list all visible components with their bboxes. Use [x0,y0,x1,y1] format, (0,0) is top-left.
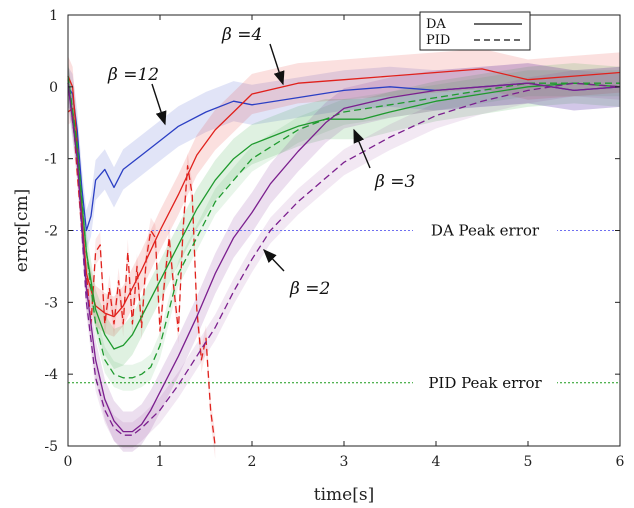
band-beta-3-da [68,59,620,370]
y-tick-label: 1 [49,8,58,24]
ref-label-pid: PID Peak error [428,374,542,392]
y-tick-label: -3 [44,295,58,311]
y-tick-label: -5 [44,439,58,455]
series-lines [67,68,621,447]
y-tick-label: -1 [44,152,58,168]
y-axis-label: error[cm] [12,189,32,273]
band-beta-12-da [68,63,620,251]
reference-lines: DA Peak error PID Peak error [68,220,620,393]
y-tick-label: -2 [44,224,58,240]
x-tick-label: 0 [64,454,73,470]
ref-label-bg-pid [413,372,557,393]
annotation-arrow-beta-3 [353,128,371,169]
band-beta-2-da [68,63,620,452]
annotation-beta-4: β =4 [221,25,262,45]
annotations: β =12 β =4 β =3 β =2 [107,25,415,299]
x-tick-label: 5 [524,454,533,470]
annotation-beta-2: β =2 [289,279,330,299]
annotation-beta-12: β =12 [107,65,159,85]
band-beta-3-pid [68,63,620,391]
line-beta-3-pid [67,76,620,379]
band-beta-2-pid [68,70,620,449]
axes: 0 1 2 3 4 5 6 1 0 -1 -2 -3 -4 -5 time[s] error[cm] [12,8,625,505]
band-beta-4-da [68,48,620,337]
confidence-bands [68,48,620,459]
x-tick-label: 4 [432,454,441,470]
ref-label-da: DA Peak error [431,222,540,240]
y-tick-label: 0 [49,80,58,96]
line-beta-3-da [67,79,621,350]
line-beta-2-pid [67,82,621,436]
legend-label-pid: PID [426,33,450,48]
x-axis-label: time[s] [314,485,374,505]
y-tick-label: -4 [44,367,58,383]
annotation-arrow-beta-2 [263,248,285,272]
annotation-arrow-beta-4 [269,43,285,86]
legend-label-da: DA [426,17,446,32]
x-tick-label: 1 [156,454,165,470]
x-tick-label: 3 [340,454,349,470]
annotation-beta-3: β =3 [374,172,415,192]
legend-box [419,11,531,51]
x-tick-label: 2 [248,454,257,470]
ref-label-bg-da [413,220,557,241]
x-tick-label: 6 [616,454,625,470]
line-beta-2-da [67,82,621,433]
annotation-arrow-beta-12 [151,83,167,126]
